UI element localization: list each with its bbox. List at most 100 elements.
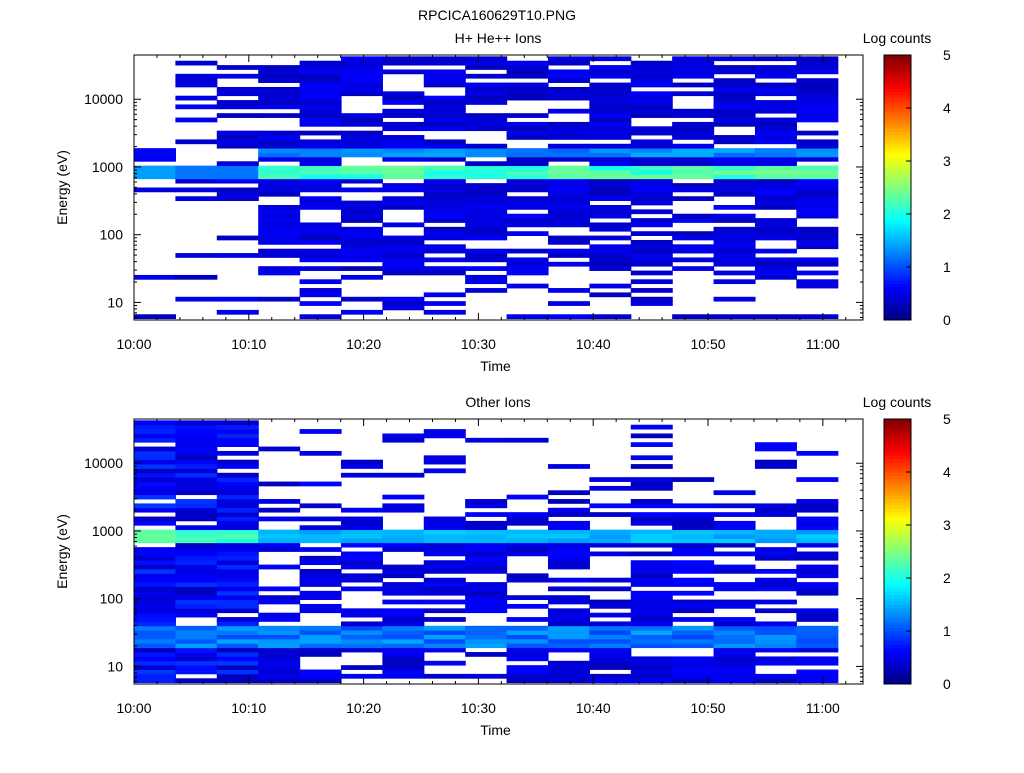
colorbar-segment xyxy=(884,78,911,82)
heatmap-cell xyxy=(340,113,383,118)
heatmap-cell xyxy=(134,485,176,491)
heatmap-cell xyxy=(754,156,797,162)
colorbar-segment xyxy=(884,465,911,470)
heatmap-cell xyxy=(713,314,756,320)
heatmap-cell xyxy=(754,270,797,276)
heatmap-cell xyxy=(630,248,673,254)
heatmap-cell xyxy=(216,73,259,79)
heatmap-cell xyxy=(754,148,797,153)
heatmap-cell xyxy=(713,503,756,509)
colorbar-segment xyxy=(884,428,911,433)
heatmap-cell xyxy=(547,261,590,267)
colorbar-tick-label: 5 xyxy=(943,47,951,63)
colorbar-segment xyxy=(884,161,911,165)
heatmap-cell xyxy=(465,231,508,236)
heatmap-cell xyxy=(465,222,508,228)
heatmap-cell xyxy=(630,621,673,627)
heatmap-cell xyxy=(175,104,218,110)
heatmap-cell xyxy=(216,520,259,526)
heatmap-cell xyxy=(299,603,342,609)
heatmap-cell xyxy=(134,170,176,175)
heatmap-cell xyxy=(713,104,756,110)
heatmap-cell xyxy=(216,65,259,70)
heatmap-cell xyxy=(796,152,839,158)
heatmap-cell xyxy=(589,100,632,105)
heatmap-cell xyxy=(506,577,549,583)
heatmap-cell xyxy=(547,621,590,627)
heatmap-cell xyxy=(216,665,259,670)
heatmap-cell xyxy=(216,603,259,609)
heatmap-cell xyxy=(796,525,839,531)
heatmap-cell xyxy=(423,100,466,105)
heatmap-cell xyxy=(299,235,342,241)
heatmap-cell xyxy=(506,148,549,153)
heatmap-cell xyxy=(340,204,383,210)
heatmap-cell xyxy=(713,261,756,267)
heatmap-cell xyxy=(340,608,383,614)
heatmap-cell xyxy=(216,638,259,644)
heatmap-cell xyxy=(672,213,715,219)
colorbar: 0 1 2 3 4 5 Log counts xyxy=(863,30,951,328)
heatmap-cell xyxy=(465,582,508,587)
heatmap-cell xyxy=(134,595,176,600)
heatmap-cell xyxy=(754,235,797,241)
colorbar-segment xyxy=(884,607,911,612)
heatmap-cell xyxy=(423,165,466,171)
heatmap-cell xyxy=(382,660,425,666)
heatmap-cell xyxy=(134,625,176,631)
heatmap-cell xyxy=(299,113,342,118)
heatmap-cell xyxy=(423,582,466,587)
heatmap-cell xyxy=(258,617,301,622)
heatmap-cell xyxy=(258,165,301,171)
heatmap-cell xyxy=(630,656,673,662)
heatmap-cell xyxy=(382,56,425,62)
colorbar-segment xyxy=(884,151,911,155)
heatmap-cell xyxy=(175,73,218,79)
heatmap-cell xyxy=(630,253,673,258)
heatmap-cell xyxy=(796,450,839,456)
heatmap-cell xyxy=(506,73,549,79)
heatmap-cell xyxy=(672,534,715,539)
heatmap-cell xyxy=(630,499,673,504)
heatmap-cell xyxy=(547,174,590,180)
heatmap-cell xyxy=(423,673,466,679)
colorbar-segment xyxy=(884,667,911,672)
heatmap-cell xyxy=(796,647,839,653)
heatmap-cell xyxy=(713,630,756,635)
heatmap-cell xyxy=(175,82,218,88)
heatmap-cell xyxy=(382,91,425,97)
heatmap-cell xyxy=(672,113,715,118)
colorbar-segment xyxy=(884,531,911,536)
heatmap-cell xyxy=(589,82,632,88)
heatmap-cell xyxy=(796,69,839,75)
heatmap-cell xyxy=(713,82,756,88)
heatmap-cell xyxy=(754,512,797,517)
heatmap-cell xyxy=(382,547,425,552)
heatmap-cell xyxy=(465,100,508,105)
heatmap-cell xyxy=(175,296,218,302)
heatmap-cell xyxy=(630,599,673,605)
heatmap-cell xyxy=(506,595,549,600)
heatmap-cell xyxy=(547,239,590,245)
heatmap-cell xyxy=(299,266,342,271)
heatmap-cell xyxy=(630,161,673,167)
heatmap-cell xyxy=(589,599,632,605)
heatmap-cell xyxy=(506,678,549,684)
colorbar-segment xyxy=(884,214,911,218)
heatmap-cell xyxy=(589,178,632,184)
heatmap-cell xyxy=(713,91,756,97)
heatmap-cell xyxy=(547,673,590,679)
heatmap-cell xyxy=(630,433,673,439)
colorbar-segment xyxy=(884,217,911,222)
heatmap-cell xyxy=(258,547,301,552)
colorbar-segment xyxy=(884,558,911,562)
heatmap-cell xyxy=(299,121,342,127)
heatmap-cell xyxy=(754,174,797,180)
heatmap-cell xyxy=(506,617,549,622)
heatmap-cell xyxy=(423,204,466,210)
heatmap-cell xyxy=(713,586,756,592)
heatmap-cell xyxy=(382,222,425,228)
heatmap-cell xyxy=(506,314,549,320)
heatmap-cell xyxy=(340,560,383,566)
heatmap-cell xyxy=(672,516,715,522)
